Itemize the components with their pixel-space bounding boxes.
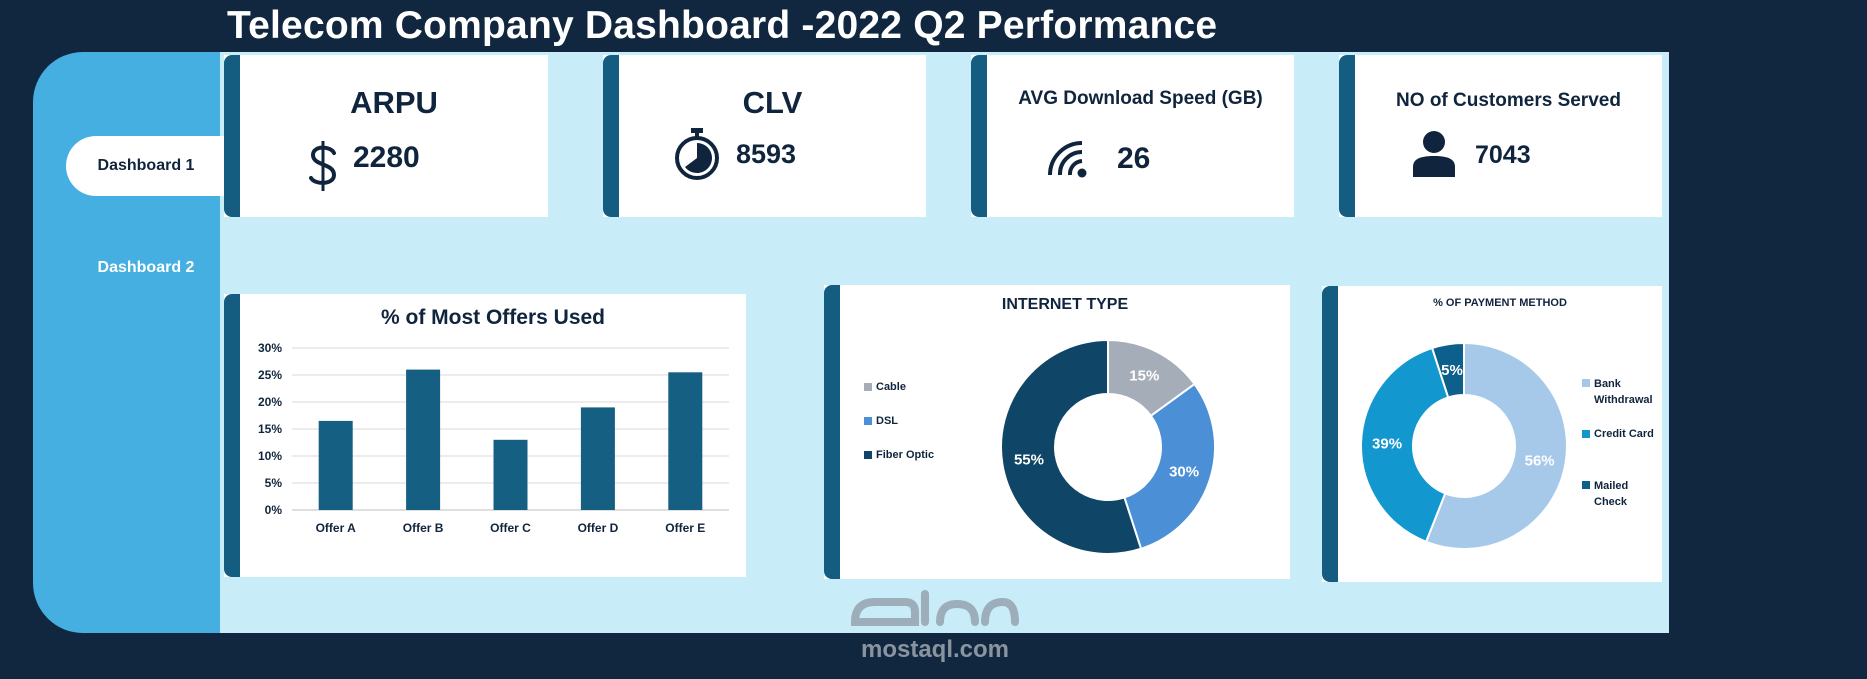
legend-item: Bank Withdrawal <box>1582 376 1658 408</box>
data-label: 39% <box>1372 436 1402 453</box>
bar <box>668 372 703 510</box>
x-tick-label: Offer B <box>403 521 444 535</box>
payment-method-chart-card: % OF PAYMENT METHOD Bank Withdrawal Cred… <box>1322 286 1662 582</box>
wifi-icon <box>1048 141 1087 178</box>
legend-item: Cable <box>864 381 906 393</box>
chart-title: % OF PAYMENT METHOD <box>1433 297 1567 309</box>
legend-swatch <box>1582 430 1590 438</box>
legend-item: Fiber Optic <box>864 449 934 461</box>
kpi-card-customers-served: NO of Customers Served 7043 <box>1339 55 1662 217</box>
page-title: Telecom Company Dashboard -2022 Q2 Perfo… <box>227 4 1218 47</box>
donut-slice <box>1000 338 1143 555</box>
y-tick-label: 25% <box>258 368 282 382</box>
x-tick-label: Offer C <box>490 521 531 535</box>
legend-label: DSL <box>876 415 898 427</box>
bar <box>493 439 528 510</box>
kpi-title-clv: CLV <box>742 85 803 120</box>
donut-slice <box>1360 346 1450 544</box>
kpi-value-clv: 8593 <box>736 139 797 169</box>
stopwatch-icon <box>675 128 719 180</box>
card-accent-bar <box>1339 55 1355 217</box>
kpi-value-customers-served: 7043 <box>1475 141 1531 169</box>
card-accent-bar <box>603 55 619 217</box>
legend-label: Fiber Optic <box>876 449 935 461</box>
bar <box>580 407 615 510</box>
y-tick-label: 0% <box>265 503 283 517</box>
legend-label: Mailed Check <box>1594 480 1629 508</box>
internet-type-donut: 15% 30% 55% <box>1000 338 1216 555</box>
donut-slice <box>1424 341 1568 550</box>
person-icon <box>1413 131 1455 177</box>
watermark-text: mostaql.com <box>860 636 1010 663</box>
legend-swatch <box>864 383 872 391</box>
nav-dashboard-1[interactable]: Dashboard 1 <box>66 136 226 196</box>
internet-type-chart-card: INTERNET TYPE Cable DSL Fiber Optic 15% 3… <box>824 285 1290 579</box>
bar <box>406 369 441 510</box>
bar <box>318 420 353 510</box>
kpi-title-customers-served: NO of Customers Served <box>1396 90 1621 111</box>
legend-label: Bank Withdrawal <box>1594 378 1653 406</box>
legend-item: Mailed Check <box>1582 478 1634 510</box>
card-accent-bar <box>224 294 240 577</box>
kpi-title-download-speed: AVG Download Speed (GB) <box>1018 88 1263 109</box>
legend-item: DSL <box>864 415 898 427</box>
y-tick-label: 5% <box>265 476 283 490</box>
x-tick-label: Offer D <box>578 521 619 535</box>
data-label: 56% <box>1525 452 1555 469</box>
legend-label: Credit Card <box>1594 428 1654 440</box>
kpi-card-arpu: ARPU 2280 <box>224 55 548 217</box>
kpi-value-download-speed: 26 <box>1117 142 1151 175</box>
offers-chart-card: % of Most Offers Used 0% 5% 10% 15% 20% 25% 30… <box>224 294 746 577</box>
kpi-card-download-speed: AVG Download Speed (GB) 26 <box>971 55 1294 217</box>
legend-swatch <box>1582 379 1590 387</box>
donut-slice <box>1430 341 1465 399</box>
legend-swatch <box>864 417 872 425</box>
legend-swatch <box>864 451 872 459</box>
data-label: 5% <box>1441 362 1463 379</box>
chart-title: % of Most Offers Used <box>380 306 606 329</box>
card-accent-bar <box>971 55 987 217</box>
kpi-card-clv: CLV 8593 <box>603 55 926 217</box>
mostaql-logo <box>850 590 1019 626</box>
kpi-title-arpu: ARPU <box>350 85 438 120</box>
data-label: 55% <box>1014 452 1044 469</box>
card-accent-bar <box>224 55 240 217</box>
dollar-icon <box>309 141 337 191</box>
legend-item: Credit Card <box>1582 428 1654 440</box>
legend-swatch <box>1582 481 1590 489</box>
y-tick-label: 20% <box>258 395 282 409</box>
nav-dashboard-2[interactable]: Dashboard 2 <box>97 259 195 276</box>
offers-bar-chart: 0% 5% 10% 15% 20% 25% 30% Offer A Offer B Offer C… <box>258 341 729 535</box>
x-tick-label: Offer E <box>665 521 705 535</box>
data-label: 30% <box>1169 464 1199 481</box>
y-tick-label: 30% <box>258 341 282 355</box>
legend-label: Cable <box>876 381 906 393</box>
y-tick-label: 10% <box>258 449 282 463</box>
data-label: 15% <box>1129 368 1159 385</box>
card-accent-bar <box>824 285 840 579</box>
y-tick-label: 15% <box>258 422 282 436</box>
payment-method-donut: 56% 39% 5% <box>1360 341 1568 550</box>
donut-slice <box>1123 382 1216 551</box>
x-tick-label: Offer A <box>316 521 357 535</box>
chart-title: INTERNET TYPE <box>1001 296 1129 313</box>
card-accent-bar <box>1322 286 1338 582</box>
kpi-value-arpu: 2280 <box>353 141 420 174</box>
